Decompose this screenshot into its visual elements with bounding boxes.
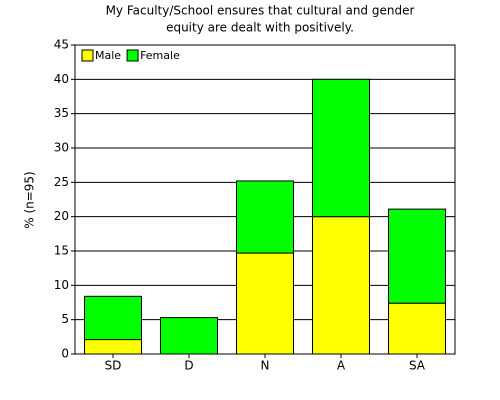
bar-segment (84, 295, 142, 341)
bar-segment (236, 180, 294, 254)
bar-segment (388, 208, 446, 304)
y-tick-label: 15 (54, 244, 69, 258)
x-tick-label: SA (409, 359, 426, 373)
chart-title: My Faculty/School ensures that cultural … (106, 4, 415, 18)
y-tick-label: 5 (61, 312, 69, 326)
y-tick-label: 10 (54, 278, 69, 292)
legend-swatch (126, 49, 139, 62)
y-tick-label: 40 (54, 72, 69, 86)
y-tick-label: 45 (54, 38, 69, 52)
x-tick-label: A (337, 359, 346, 373)
y-tick-label: 0 (61, 347, 69, 361)
y-axis-label: % (n=95) (23, 171, 37, 229)
legend-swatch (81, 49, 94, 62)
bar-segment (84, 339, 142, 355)
legend-label: Male (95, 49, 121, 62)
bar-segment (388, 302, 446, 355)
plot-frame (74, 44, 456, 355)
bar-segment (312, 78, 370, 218)
x-tick-label: SD (105, 359, 122, 373)
x-tick-label: N (261, 359, 270, 373)
legend-label: Female (140, 49, 180, 62)
bar-segment (236, 252, 294, 355)
bar-segment (312, 216, 370, 355)
bar-segment (160, 317, 218, 355)
y-tick-label: 25 (54, 175, 69, 189)
x-tick-label: D (184, 359, 193, 373)
chart-title: equity are dealt with positively. (166, 21, 354, 35)
y-tick-label: 20 (54, 209, 69, 223)
y-tick-label: 35 (54, 106, 69, 120)
y-tick-label: 30 (54, 141, 69, 155)
